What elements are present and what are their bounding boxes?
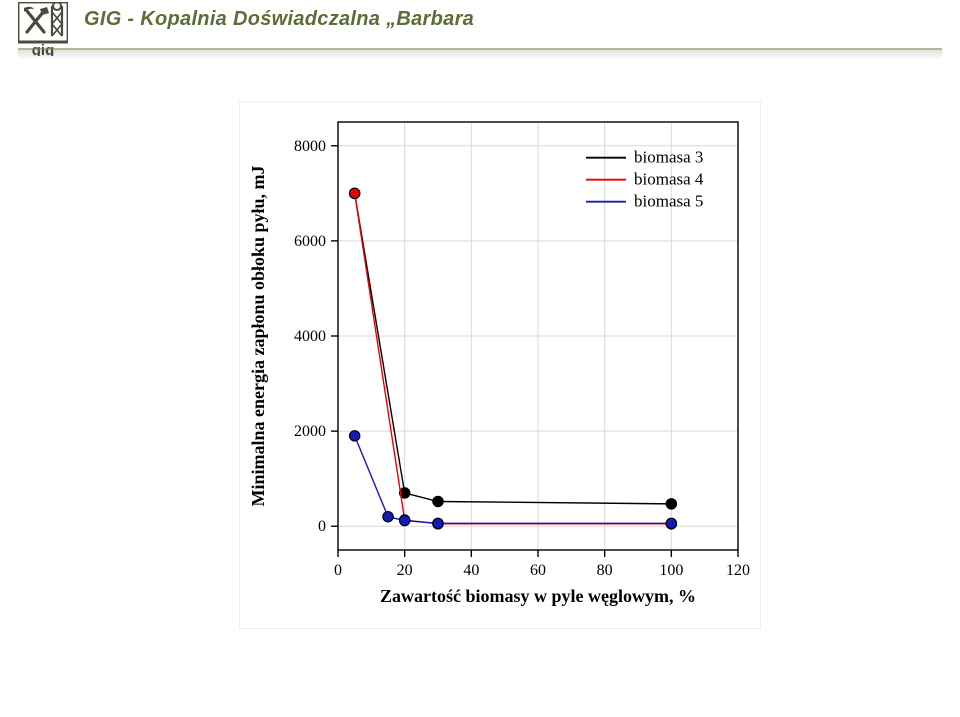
- legend-label: biomasa 5: [634, 192, 703, 211]
- series-marker: [666, 518, 676, 528]
- x-tick-label: 120: [726, 562, 750, 579]
- series-marker: [349, 431, 359, 441]
- series-marker: [349, 188, 359, 198]
- x-tick-label: 0: [334, 562, 342, 579]
- x-tick-label: 100: [659, 562, 683, 579]
- header-rule-shadow: [18, 50, 942, 60]
- y-axis-label: Minimalna energia zapłonu obłoku pyłu, m…: [248, 165, 268, 506]
- x-tick-label: 40: [463, 562, 479, 579]
- x-axis-label: Zawartość biomasy w pyle węglowym, %: [380, 586, 696, 606]
- legend-label: biomasa 4: [634, 170, 704, 189]
- series-marker: [399, 515, 409, 525]
- y-tick-label: 0: [318, 518, 326, 535]
- org-title: GIG - Kopalnia Doświadczalna „Barbara: [84, 2, 474, 31]
- x-tick-label: 60: [530, 562, 546, 579]
- y-tick-label: 4000: [294, 328, 326, 345]
- series-marker: [383, 512, 393, 522]
- y-tick-label: 6000: [294, 233, 326, 250]
- legend-label: biomasa 3: [634, 148, 703, 167]
- x-tick-label: 20: [397, 562, 413, 579]
- chart-panel: 0 20 40 60 80 100 120 0 2000 4000 6000 8000 Zawartoś…: [240, 102, 760, 628]
- y-tick-label: 8000: [294, 138, 326, 155]
- series-marker: [433, 496, 443, 506]
- x-tick-label: 80: [597, 562, 613, 579]
- series-marker: [666, 499, 676, 509]
- y-tick-label: 2000: [294, 423, 326, 440]
- chart-svg: 0 20 40 60 80 100 120 0 2000 4000 6000 8000 Zawartoś…: [240, 102, 760, 628]
- series-marker: [433, 518, 443, 528]
